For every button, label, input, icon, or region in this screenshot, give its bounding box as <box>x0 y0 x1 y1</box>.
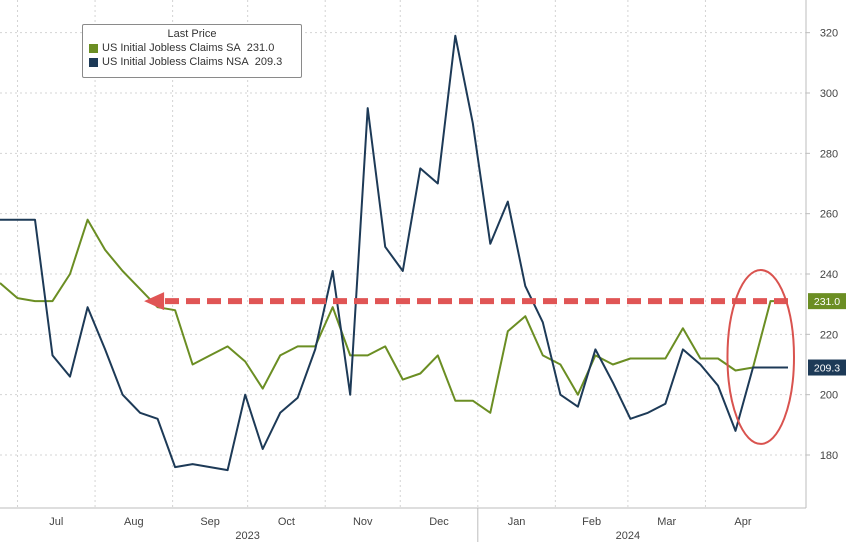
legend-swatch-sa <box>89 43 98 53</box>
y-tick-label: 220 <box>820 329 838 341</box>
legend-header: Last Price <box>167 28 217 40</box>
legend-item-sa: US Initial Jobless Claims SA 231.0 <box>89 42 301 54</box>
last-value-badge-sa-label: 231.0 <box>814 296 840 308</box>
legend-item-nsa: US Initial Jobless Claims NSA 209.3 <box>89 56 301 68</box>
y-tick-label: 320 <box>820 28 838 40</box>
plot-area <box>0 0 806 508</box>
highlight-ellipse <box>726 268 796 445</box>
legend-value-nsa: 209.3 <box>254 56 283 68</box>
legend-swatch-nsa <box>89 57 98 67</box>
y-tick-label: 280 <box>820 148 838 160</box>
last-value-badge-nsa-label: 209.3 <box>814 363 840 375</box>
legend-label-sa: US Initial Jobless Claims SA <box>102 42 241 54</box>
x-tick-label: Aug <box>124 516 144 528</box>
x-tick-label: Sep <box>200 516 220 528</box>
series-line-sa <box>0 218 788 414</box>
x-tick-label: Nov <box>353 516 373 528</box>
x-tick-label: Apr <box>734 516 751 528</box>
year-label: 2023 <box>235 530 259 542</box>
y-tick-label: 300 <box>820 88 838 100</box>
legend-value-sa: 231.0 <box>246 42 275 54</box>
last-value-badge-nsa <box>808 359 846 376</box>
y-tick-label: 180 <box>820 450 838 462</box>
y-tick-label: 240 <box>820 269 838 281</box>
x-tick-label: Oct <box>278 516 295 528</box>
x-tick-label: Dec <box>429 516 449 528</box>
y-tick-label: 200 <box>820 390 838 402</box>
dashed-arrow-head <box>144 292 165 311</box>
legend: Last Price US Initial Jobless Claims SA … <box>82 24 302 78</box>
series-line-nsa <box>0 34 788 472</box>
x-tick-label: Feb <box>582 516 601 528</box>
x-tick-label: Jan <box>508 516 526 528</box>
y-tick-label: 260 <box>820 209 838 221</box>
x-tick-label: Jul <box>49 516 63 528</box>
year-label: 2024 <box>616 530 640 542</box>
x-tick-label: Mar <box>657 516 676 528</box>
legend-label-nsa: US Initial Jobless Claims NSA <box>102 56 249 68</box>
last-value-badge-sa <box>808 293 846 310</box>
